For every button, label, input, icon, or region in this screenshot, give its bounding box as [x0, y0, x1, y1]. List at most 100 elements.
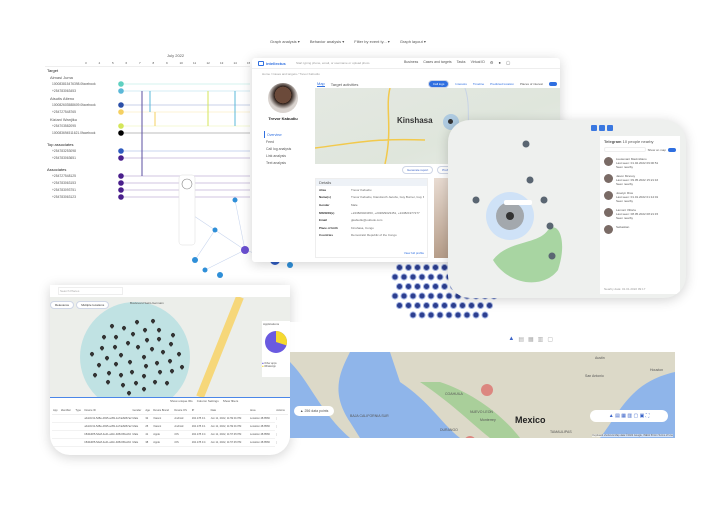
- detail-value: Democratic Republic of the Congo: [351, 233, 397, 238]
- column-header[interactable]: Identifier: [59, 407, 75, 415]
- timeline-button[interactable]: Timeline: [472, 82, 485, 86]
- show-unique-ids[interactable]: Show unique IDs: [170, 399, 193, 403]
- row-actions[interactable]: ⋮: [275, 417, 278, 421]
- show-filters[interactable]: Show filters: [222, 399, 239, 403]
- identifier[interactable]: +254783063651: [52, 156, 76, 160]
- identifier[interactable]: 100083694511621.0facebook: [52, 131, 96, 135]
- nearby-map[interactable]: [448, 120, 608, 298]
- identifier-dot: [118, 148, 124, 154]
- nav-tasks[interactable]: Tasks: [456, 60, 466, 64]
- fullscreen-icon[interactable]: [607, 125, 613, 131]
- table-row[interactable]: ab4c1f41-5d8e-4b95-ac89-1a74e8d67a2 Male 2…: [52, 422, 288, 431]
- show-on-map-toggle[interactable]: [668, 147, 676, 152]
- filter-event-type[interactable]: Filter by event ty... ▾: [354, 39, 390, 44]
- table-cell: [52, 422, 60, 431]
- nav-cases[interactable]: Cases and targets: [423, 60, 452, 64]
- detail-value: Trevor Kabudiu, Kiandoroth Jacobs, Guy B…: [351, 195, 424, 200]
- day-tick: 11: [193, 61, 197, 65]
- mexico-map[interactable]: Mexico ▲ 256 data points ▲ ▤ ▦ ▥ ▢ ▣ ⛶ K…: [290, 352, 675, 438]
- identifier[interactable]: +254783063153: [52, 181, 76, 185]
- identifier[interactable]: +254703582095: [52, 124, 76, 128]
- view-profile-link[interactable]: View full profile: [403, 251, 424, 255]
- column-header[interactable]: IP: [190, 407, 210, 415]
- filter-graph-analysis[interactable]: Graph analysis ▾: [270, 39, 300, 44]
- data-points-badge[interactable]: ▲ 256 data points: [294, 406, 335, 416]
- identifier[interactable]: 100082603588609.0facebook: [52, 103, 96, 107]
- zoom-control[interactable]: [178, 174, 196, 246]
- column-header[interactable]: App: [52, 407, 60, 415]
- predicted-location-button[interactable]: Predicted location: [490, 82, 514, 86]
- column-header[interactable]: Device OS: [173, 407, 191, 415]
- column-header[interactable]: Date: [209, 407, 249, 415]
- row-actions[interactable]: ⋮: [275, 433, 278, 436]
- search-input[interactable]: Start typing phone, email, or username o…: [296, 61, 370, 65]
- call-logs-button[interactable]: Call logs: [427, 80, 450, 88]
- generate-report-button[interactable]: Generate report: [402, 166, 434, 174]
- places-toggle[interactable]: [549, 82, 557, 86]
- column-header[interactable]: Type: [74, 407, 84, 415]
- identifier[interactable]: +254783093751: [52, 188, 76, 192]
- map-tabs: Map Target activities Call logs Interest…: [317, 80, 557, 88]
- person-name: Sebastian: [616, 225, 630, 229]
- column-header[interactable]: Age: [144, 407, 153, 415]
- table-icon[interactable]: ▦: [527, 337, 534, 343]
- graph-icon[interactable]: ▲: [508, 336, 515, 342]
- filter-graph-layout[interactable]: Graph layout ▾: [399, 39, 426, 44]
- table-cell: Jun 11, 2022, 11:57:45 PM: [209, 438, 249, 447]
- table-row[interactable]: b84bd0f5-5de8-4e41-a11b-9d5c0f0a1b3 Male 3…: [52, 438, 288, 447]
- identifier[interactable]: +254783253098: [52, 149, 76, 153]
- avatar-icon[interactable]: ◯: [505, 60, 511, 65]
- frame-icon[interactable]: ▢: [547, 337, 553, 343]
- column-header[interactable]: Device Brand: [152, 407, 174, 415]
- tab-target-activities[interactable]: Target activities: [330, 81, 359, 87]
- interests-button[interactable]: Interests: [455, 82, 467, 86]
- identifier[interactable]: +254783063453: [52, 89, 76, 93]
- gear-icon[interactable]: ⚙: [489, 60, 494, 65]
- detail-row: Countries Democratic Republic of the Cong…: [316, 232, 427, 240]
- table-cell: Location 48.8566: [248, 438, 276, 447]
- timeline-panel: July 2022 3 4 5 6 7 8 9 10 11 12 13 14 15 Target Alma…: [45, 40, 250, 238]
- table-row[interactable]: ab4c1f41-5d8e-4b95-ac89-1a74e8d67a2 Male 3…: [52, 414, 288, 423]
- nav-business[interactable]: Business: [404, 60, 419, 64]
- columns-icon[interactable]: ▥: [537, 337, 544, 343]
- cluster-node: [414, 302, 421, 309]
- timeline-month: July 2022: [167, 53, 185, 58]
- row-actions[interactable]: ⋮: [275, 441, 278, 444]
- row-actions[interactable]: ⋮: [275, 425, 278, 428]
- event-map[interactable]: Boulevard Saint-Germain Relevance Multip…: [50, 297, 290, 397]
- nearby-person[interactable]: Jason Mcevoy Last seen: 09.05.2022 15:21:…: [604, 174, 676, 186]
- filter-behavior-analysis[interactable]: Behavior analysis ▾: [309, 39, 345, 44]
- identifier[interactable]: +254783063123: [52, 195, 76, 199]
- column-header[interactable]: Gender: [131, 407, 145, 415]
- profile-nav-item[interactable]: Feed: [266, 139, 274, 144]
- profile-photo: [268, 83, 298, 113]
- profile-nav-item[interactable]: Overview: [264, 131, 302, 138]
- list-icon[interactable]: ▤: [518, 337, 524, 343]
- edit-icon[interactable]: [591, 125, 597, 131]
- identifier[interactable]: +254727548765: [52, 110, 76, 114]
- column-header[interactable]: Device ID: [83, 407, 132, 415]
- table-row[interactable]: b84bd0f5-5de8-4e41-a11b-9d5c0f0a1b3 Male 4…: [52, 430, 288, 439]
- nav-virtual-id[interactable]: Virtual ID: [470, 60, 485, 64]
- bell-icon[interactable]: ●: [498, 60, 501, 65]
- profile-nav-item[interactable]: Text analysis: [266, 160, 287, 165]
- identifier[interactable]: +254727548125: [52, 174, 76, 178]
- places-search[interactable]: Search Places: [58, 287, 123, 295]
- column-settings[interactable]: Column Settings: [196, 399, 219, 403]
- tab-map[interactable]: Map: [317, 81, 325, 87]
- layers-icon[interactable]: [599, 125, 605, 131]
- identifier[interactable]: 100083815476398.0facebook: [52, 82, 96, 86]
- map-place-label: NUEVO LEON: [470, 410, 493, 414]
- multiple-locations-chip[interactable]: Multiple locations: [76, 301, 110, 309]
- nearby-person[interactable]: Joselyn Rios Last seen: 01.01.2022 01:14:…: [604, 191, 676, 203]
- profile-nav-item[interactable]: Call log analysis: [266, 146, 292, 151]
- nearby-person[interactable]: Lamont Villoria Last seen: 08.05.2022 08:…: [604, 208, 676, 220]
- relevance-chip[interactable]: Relevance: [50, 301, 75, 309]
- profile-nav-item[interactable]: Link analysis: [266, 153, 287, 158]
- city-label: Kinshasa: [397, 116, 433, 125]
- column-header[interactable]: Actions: [275, 407, 288, 415]
- column-header[interactable]: Area: [248, 407, 276, 415]
- nearby-person[interactable]: Lieutenant Maximiliano Last seen: 01.02.2…: [604, 157, 676, 169]
- search-input[interactable]: [604, 147, 646, 152]
- nearby-person[interactable]: Sebastian: [604, 225, 676, 234]
